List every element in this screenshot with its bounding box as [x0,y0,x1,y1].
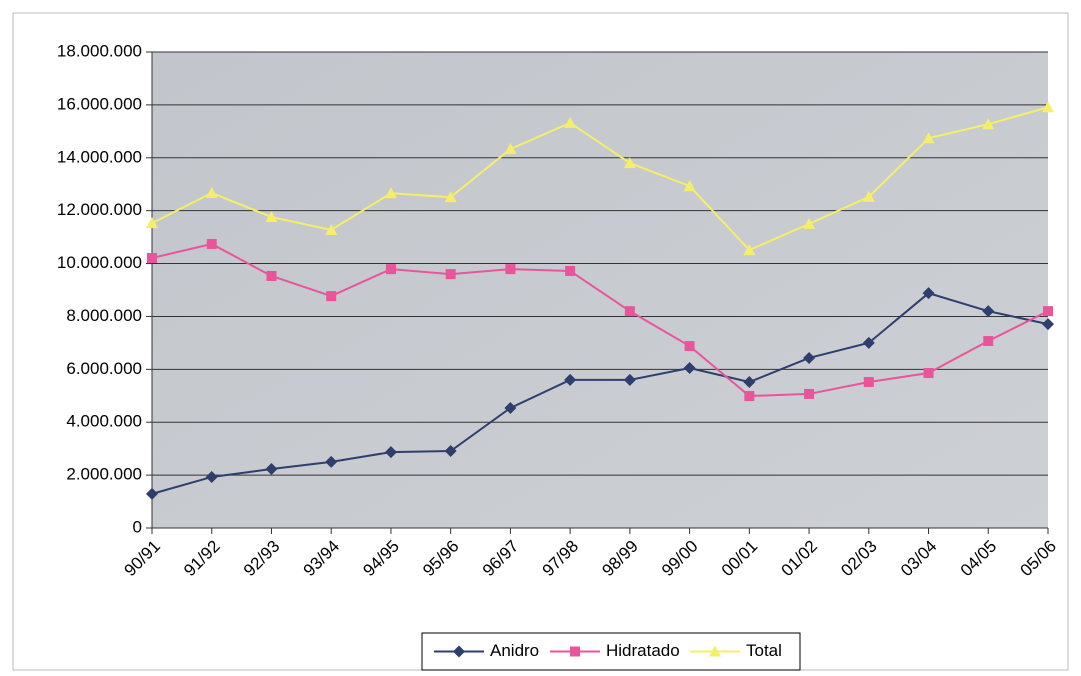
marker [743,376,756,389]
marker [683,180,696,192]
marker [1043,306,1053,317]
marker [922,287,935,300]
marker [623,373,636,386]
marker [804,388,815,399]
marker [146,217,158,229]
marker [326,291,337,302]
marker [862,336,875,349]
marker [444,191,457,203]
marker [385,264,396,275]
marker [623,157,636,169]
marker [863,377,874,388]
marker [982,305,995,318]
marker [205,470,218,483]
y-tick-label: 8.000.000 [66,306,142,325]
marker [266,270,277,281]
marker [709,645,721,657]
marker [384,187,397,199]
marker [862,190,875,202]
marker [445,269,456,280]
marker [982,118,995,130]
series-line [151,242,1049,398]
marker [744,391,755,402]
legend-label: Total [746,641,782,660]
marker [983,336,994,347]
marker [1042,101,1054,113]
series-line [151,292,1049,495]
marker [146,487,158,500]
marker [803,217,816,229]
marker [205,186,218,198]
marker [564,373,577,386]
marker [206,238,217,249]
marker [684,341,695,352]
y-tick-label: 0 [133,517,142,536]
marker [743,244,756,256]
marker [1042,318,1054,331]
marker [325,455,338,468]
marker [384,446,397,459]
y-tick-label: 14.000.000 [57,147,142,166]
y-tick-label: 2.000.000 [66,465,142,484]
y-tick-label: 16.000.000 [57,94,142,113]
marker [504,143,517,155]
marker [683,362,696,375]
marker [922,132,935,144]
marker [624,306,635,317]
marker [803,351,816,364]
marker [325,223,338,235]
marker [570,646,580,657]
marker [505,264,516,275]
marker [444,445,457,458]
legend-label: Hidratado [606,641,680,660]
marker [265,211,278,223]
marker [265,463,278,476]
legend-label: Anidro [490,641,539,660]
series-line [151,106,1049,252]
y-tick-label: 4.000.000 [66,412,142,431]
marker [504,401,517,414]
y-tick-label: 6.000.000 [66,359,142,378]
marker [923,368,934,379]
y-tick-label: 10.000.000 [57,253,142,272]
y-tick-label: 18.000.000 [57,41,142,60]
y-tick-label: 12.000.000 [57,200,142,219]
marker [564,116,577,128]
marker [147,253,157,264]
marker [565,265,576,276]
marker [453,645,465,658]
